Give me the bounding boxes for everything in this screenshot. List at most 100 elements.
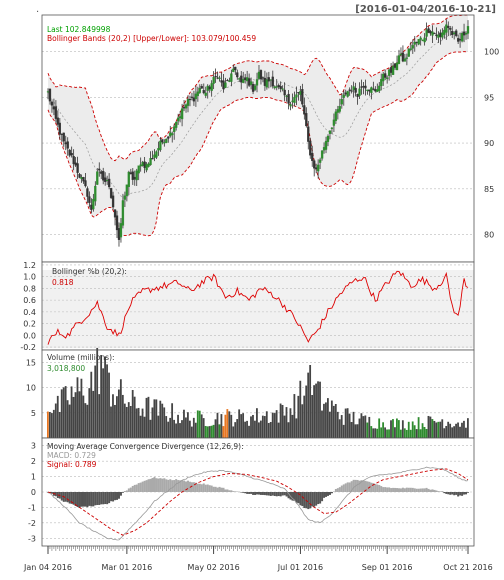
candle-body (425, 29, 428, 37)
candle-body (253, 85, 257, 90)
macd-histogram-bar (265, 492, 268, 496)
volume-bar (403, 428, 406, 438)
candle-body (90, 204, 93, 210)
volume-bar (289, 408, 292, 438)
macd-histogram-bar (210, 485, 213, 492)
macd-histogram-bar (202, 483, 205, 492)
candle-body (184, 104, 188, 109)
volume-bar (216, 412, 219, 438)
candle-body (147, 163, 150, 167)
volume-bar (461, 422, 463, 438)
candle-body (137, 165, 140, 174)
macd-histogram-bar (271, 492, 274, 496)
volume-bar (257, 422, 260, 438)
volume-bar (208, 426, 211, 438)
volume-bar (165, 416, 168, 438)
macd-histogram-bar (129, 487, 132, 492)
macd-panel-frame (41, 437, 475, 547)
candle-body (186, 98, 190, 106)
candle-body (236, 72, 239, 78)
volume-bar (104, 356, 106, 438)
candle-body (210, 83, 213, 91)
macd-histogram-bar (78, 492, 81, 508)
volume-bar (177, 414, 179, 438)
macd-histogram-bar (384, 487, 387, 492)
volume-bar (157, 415, 160, 438)
macd-histogram-bar (451, 492, 454, 495)
macd-histogram-bar (234, 491, 237, 492)
volume-bar (222, 426, 225, 438)
bollinger-band-fill (48, 14, 468, 236)
volume-bar (338, 419, 341, 438)
candle-body (293, 96, 296, 103)
macd-histogram-bar (364, 480, 367, 492)
macd-histogram-bar (183, 480, 186, 492)
candle-body (316, 164, 320, 172)
macd-histogram-bar (60, 492, 63, 501)
macd-histogram-bar (362, 480, 365, 492)
macd-histogram-bar (275, 492, 278, 497)
candle-body (208, 86, 211, 90)
volume-bar (52, 409, 55, 438)
macd-histogram-bar (459, 492, 462, 496)
volume-bar (187, 412, 189, 438)
macd-histogram-bar (196, 483, 199, 492)
volume-bar (116, 396, 118, 438)
macd-histogram-bar (425, 487, 428, 492)
macd-histogram-bar (330, 492, 333, 494)
macd-histogram-bar (112, 492, 115, 502)
volume-bar (382, 422, 385, 438)
candle-body (366, 89, 369, 92)
candle-body (178, 116, 182, 119)
candle-body (433, 32, 436, 35)
macd-histogram-bar (323, 492, 326, 498)
volume-bar (143, 416, 146, 438)
candle-body (100, 171, 103, 174)
volume-bar (350, 422, 353, 438)
macd-histogram-bar (74, 492, 77, 506)
volume-bar (112, 394, 114, 438)
candle-body (326, 135, 330, 142)
volume-bar (423, 426, 426, 438)
candle-body (121, 200, 125, 226)
macd-histogram-bar (392, 487, 395, 492)
volume-bar (315, 383, 317, 438)
candle-body (287, 93, 290, 104)
volume-bar (161, 403, 164, 438)
volume-bar (297, 395, 300, 438)
macd-histogram-bar (114, 492, 117, 501)
volume-bar (171, 403, 174, 438)
volume-bar (411, 421, 414, 438)
macd-histogram-bar (388, 487, 391, 492)
candle-body (206, 85, 209, 91)
volume-bar (311, 394, 314, 438)
volume-bar (358, 418, 361, 438)
volume-bar (342, 424, 345, 438)
candle-body (104, 177, 107, 182)
candle-body (413, 41, 416, 45)
price-tick-label: 80 (484, 231, 494, 240)
candle-body (340, 99, 343, 105)
macd-histogram-bar (64, 492, 67, 502)
volume-bar (307, 372, 310, 438)
volume-bar (196, 410, 199, 438)
volume-bar (244, 421, 246, 438)
macd-histogram-bar (445, 492, 448, 494)
macd-histogram-bar (254, 492, 257, 495)
candle-body (257, 71, 261, 79)
candle-body (82, 177, 85, 182)
volume-bar (54, 403, 57, 438)
macd-histogram-bar (396, 488, 399, 492)
macd-histogram-bar (370, 482, 373, 492)
macd-histogram-bar (394, 487, 397, 492)
candle-body (283, 89, 286, 96)
macd-histogram-bar (261, 492, 264, 495)
macd-histogram-bar (117, 492, 120, 499)
macd-histogram-bar (447, 492, 450, 495)
candle-body (212, 77, 215, 84)
candle-body (397, 55, 401, 64)
candle-body (159, 140, 162, 151)
candle-body (222, 80, 225, 90)
volume-bar (372, 428, 375, 438)
macd-histogram-bar (350, 481, 353, 492)
